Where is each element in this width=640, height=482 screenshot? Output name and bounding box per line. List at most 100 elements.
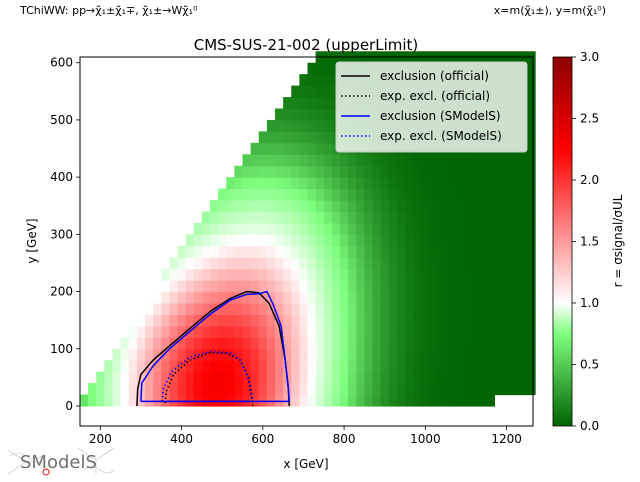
heatmap-cell: [266, 325, 276, 338]
heatmap-cell: [445, 348, 455, 361]
heatmap-cell: [380, 245, 390, 258]
heatmap-cell: [356, 314, 365, 327]
heatmap-cell: [315, 165, 325, 178]
heatmap-cell: [396, 165, 406, 178]
heatmap-cell: [372, 234, 382, 247]
heatmap-cell: [161, 314, 170, 327]
heatmap-cell: [421, 188, 430, 201]
heatmap-cell: [299, 188, 309, 201]
heatmap-cell: [478, 200, 487, 213]
process-label: TChiWW: pp→χ̃₁±χ̃₁∓, χ̃₁±→Wχ̃₁⁰: [20, 4, 198, 17]
heatmap-cell: [348, 291, 357, 304]
heatmap-cell: [396, 177, 406, 190]
heatmap-cell: [299, 245, 309, 258]
heatmap-cell: [388, 360, 398, 373]
heatmap-cell: [275, 131, 284, 144]
heatmap-cell: [453, 154, 463, 167]
heatmap-cell: [413, 154, 422, 167]
heatmap-cell: [258, 348, 268, 361]
heatmap-cell: [429, 222, 439, 235]
heatmap-cell: [396, 348, 406, 361]
heatmap-cell: [502, 154, 512, 167]
heatmap-cell: [502, 314, 512, 327]
heatmap-cell: [348, 154, 357, 167]
heatmap-cell: [405, 291, 414, 304]
heatmap-cell: [494, 314, 504, 327]
heatmap-cell: [421, 211, 430, 224]
heatmap-cell: [193, 234, 203, 247]
heatmap-cell: [510, 291, 520, 304]
heatmap-cell: [226, 211, 235, 224]
heatmap-cell: [470, 211, 479, 224]
heatmap-cell: [413, 280, 422, 293]
heatmap-cell: [486, 154, 496, 167]
heatmap-cell: [494, 383, 504, 396]
series-line: [161, 350, 254, 403]
heatmap-cell: [218, 360, 227, 373]
heatmap-cell: [437, 325, 447, 338]
heatmap-cell: [494, 291, 504, 304]
heatmap-cell: [193, 303, 203, 316]
heatmap-cell: [340, 257, 349, 270]
heatmap-cell: [388, 222, 398, 235]
heatmap-cell: [210, 211, 219, 224]
heatmap-cell: [429, 165, 439, 178]
heatmap-cell: [283, 234, 292, 247]
heatmap-cell: [299, 97, 309, 110]
heatmap-cell: [470, 394, 479, 407]
heatmap-cell: [429, 234, 439, 247]
heatmap-cell: [275, 119, 284, 132]
heatmap-cell: [510, 245, 520, 258]
heatmap-cell: [266, 234, 276, 247]
heatmap-cell: [445, 325, 455, 338]
heatmap-cell: [437, 360, 447, 373]
heatmap-cell: [315, 200, 325, 213]
heatmap-cell: [169, 371, 179, 384]
heatmap-cell: [372, 348, 382, 361]
heatmap-cell: [177, 291, 187, 304]
heatmap-cell: [234, 268, 244, 281]
heatmap-cell: [405, 360, 414, 373]
heatmap-cell: [283, 222, 292, 235]
heatmap-cell: [315, 303, 325, 316]
heatmap-cell: [323, 314, 333, 327]
heatmap-cell: [364, 325, 374, 338]
heatmap-cell: [526, 222, 536, 235]
heatmap-cell: [291, 177, 300, 190]
heatmap-cell: [299, 314, 309, 327]
heatmap-cell: [266, 165, 276, 178]
heatmap-cell: [218, 222, 227, 235]
heatmap-cell: [258, 394, 268, 407]
x-tick-label: 800: [333, 432, 356, 446]
heatmap-cell: [478, 257, 487, 270]
heatmap-cell: [510, 257, 520, 270]
heatmap-cell: [258, 131, 268, 144]
heatmap-cell: [526, 257, 536, 270]
heatmap-cell: [169, 337, 179, 350]
heatmap-cell: [153, 371, 162, 384]
heatmap-cell: [380, 200, 390, 213]
heatmap-cell: [218, 245, 227, 258]
heatmap-cell: [502, 280, 512, 293]
heatmap-cell: [380, 303, 390, 316]
heatmap-cell: [388, 257, 398, 270]
heatmap-cell: [258, 383, 268, 396]
heatmap-cell: [364, 314, 374, 327]
heatmap-cell: [185, 394, 195, 407]
heatmap-cell: [453, 257, 463, 270]
heatmap-cell: [250, 234, 260, 247]
heatmap-cell: [405, 371, 414, 384]
heatmap-cell: [372, 337, 382, 350]
heatmap-cell: [388, 211, 398, 224]
heatmap-cell: [413, 245, 422, 258]
heatmap-cell: [226, 394, 235, 407]
heatmap-cell: [242, 360, 252, 373]
heatmap-cell: [323, 325, 333, 338]
heatmap-cell: [315, 314, 325, 327]
heatmap-cell: [518, 348, 528, 361]
heatmap-cell: [185, 303, 195, 316]
heatmap-cell: [388, 177, 398, 190]
heatmap-cell: [153, 348, 162, 361]
heatmap-cell: [518, 337, 528, 350]
heatmap-cell: [510, 165, 520, 178]
